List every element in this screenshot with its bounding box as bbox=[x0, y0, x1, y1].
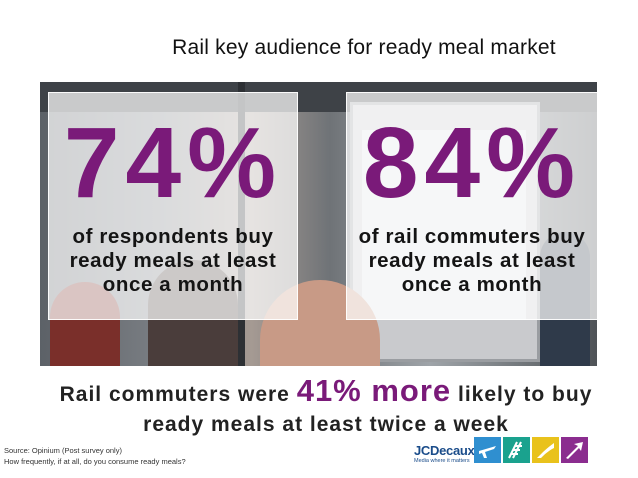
stat-caption: of respondents buy ready meals at least … bbox=[69, 225, 277, 296]
survey-question: How frequently, if at all, do you consum… bbox=[4, 457, 186, 466]
stat-caption: of rail commuters buy ready meals at lea… bbox=[358, 225, 586, 296]
slide-title: Rail key audience for ready meal market bbox=[172, 36, 556, 59]
logo-name: JCDecaux bbox=[414, 443, 475, 458]
stat-box-respondents: 74% of respondents buy ready meals at le… bbox=[48, 92, 298, 320]
stat-box-commuters: 84% of rail commuters buy ready meals at… bbox=[346, 92, 598, 320]
source-note: Source: Opinium (Post survey only) How f… bbox=[4, 445, 186, 467]
stat-value: 84% bbox=[362, 107, 582, 219]
arrow-icon bbox=[561, 437, 588, 463]
key-statement: Rail commuters were 41% more likely to b… bbox=[40, 373, 612, 440]
rail-icon bbox=[503, 437, 530, 463]
stat-value: 74% bbox=[63, 107, 283, 219]
jcdecaux-logo: JCDecaux Media where it matters bbox=[414, 443, 475, 465]
statement-after: likely to buy ready meals at least twice… bbox=[143, 383, 593, 436]
plane-icon bbox=[474, 437, 501, 463]
statement-before: Rail commuters were bbox=[59, 383, 297, 406]
statement-highlight: 41% more bbox=[296, 373, 452, 408]
media-tiles bbox=[474, 437, 588, 463]
street-icon bbox=[532, 437, 559, 463]
source-line: Source: Opinium (Post survey only) bbox=[4, 446, 122, 455]
logo-tagline: Media where it matters bbox=[414, 458, 470, 464]
